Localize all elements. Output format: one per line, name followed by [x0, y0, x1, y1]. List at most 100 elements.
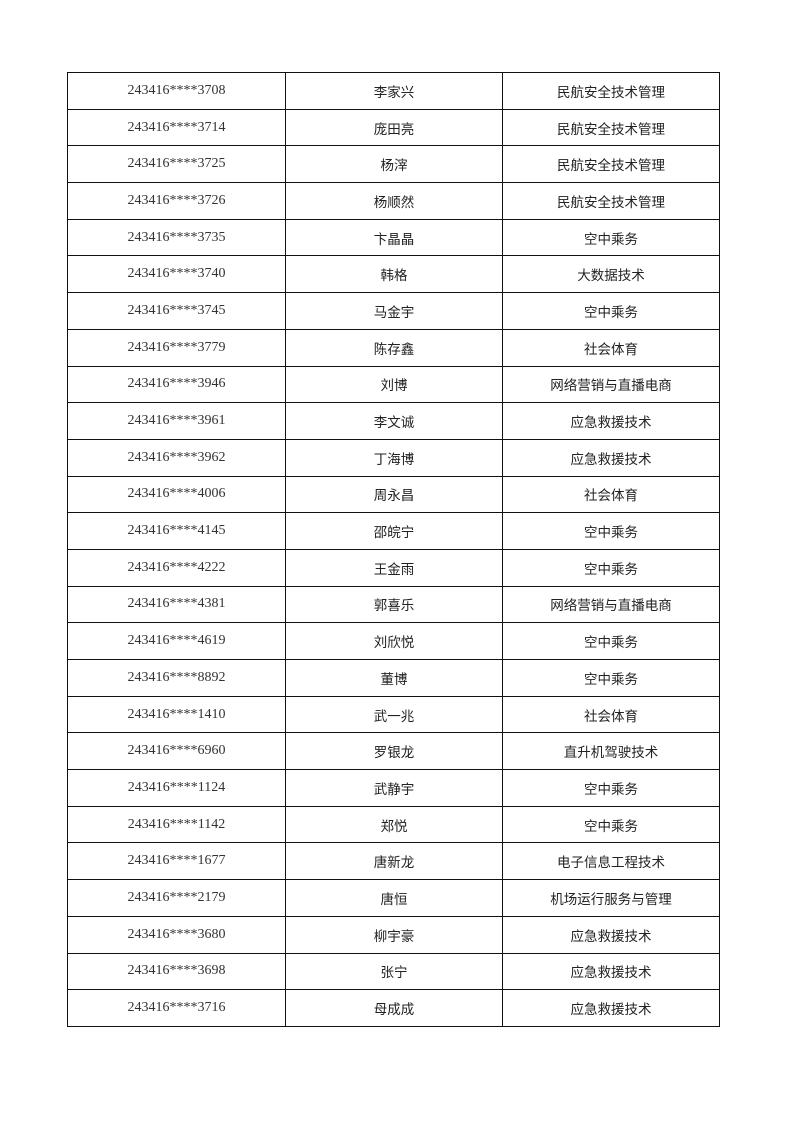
- name-cell: 罗银龙: [285, 732, 503, 771]
- table-row: 243416****1142 郑悦 空中乘务: [67, 805, 720, 844]
- table-row: 243416****4006 周永昌 社会体育: [67, 475, 720, 514]
- major-cell: 应急救援技术: [502, 915, 720, 954]
- id-cell: 243416****3716: [67, 989, 286, 1027]
- major-cell: 空中乘务: [502, 292, 720, 330]
- id-cell: 243416****3714: [67, 108, 286, 147]
- id-cell: 243416****4222: [67, 548, 286, 587]
- name-cell: 陈存鑫: [285, 328, 503, 367]
- name-cell: 丁海博: [285, 438, 503, 477]
- table-row: 243416****3716 母成成 应急救援技术: [67, 989, 720, 1027]
- major-cell: 民航安全技术管理: [502, 145, 720, 184]
- name-cell: 周永昌: [285, 475, 503, 514]
- major-cell: 社会体育: [502, 695, 720, 734]
- student-table: 243416****3708 李家兴 民航安全技术管理 243416****3714 庞…: [67, 72, 720, 1027]
- major-cell: 空中乘务: [502, 218, 720, 257]
- id-cell: 243416****3725: [67, 145, 286, 184]
- name-cell: 董博: [285, 659, 503, 697]
- major-cell: 民航安全技术管理: [502, 108, 720, 147]
- table-row: 243416****3680 柳宇豪 应急救援技术: [67, 915, 720, 954]
- name-cell: 卞晶晶: [285, 218, 503, 257]
- major-cell: 应急救援技术: [502, 989, 720, 1027]
- table-body: 243416****3708 李家兴 民航安全技术管理 243416****3714 庞…: [67, 72, 720, 1027]
- name-cell: 刘欣悦: [285, 622, 503, 660]
- name-cell: 唐新龙: [285, 842, 503, 881]
- major-cell: 大数据技术: [502, 255, 720, 294]
- major-cell: 应急救援技术: [502, 952, 720, 991]
- major-cell: 网络营销与直播电商: [502, 585, 720, 624]
- id-cell: 243416****3735: [67, 218, 286, 257]
- id-cell: 243416****1142: [67, 805, 286, 844]
- table-row: 243416****8892 董博 空中乘务: [67, 659, 720, 697]
- table-row: 243416****3708 李家兴 民航安全技术管理: [67, 72, 720, 110]
- id-cell: 243416****3745: [67, 292, 286, 330]
- name-cell: 张宁: [285, 952, 503, 991]
- major-cell: 社会体育: [502, 328, 720, 367]
- table-row: 243416****3745 马金宇 空中乘务: [67, 292, 720, 330]
- table-row: 243416****1677 唐新龙 电子信息工程技术: [67, 842, 720, 881]
- name-cell: 郑悦: [285, 805, 503, 844]
- table-row: 243416****3961 李文诚 应急救援技术: [67, 402, 720, 440]
- name-cell: 唐恒: [285, 879, 503, 917]
- name-cell: 郭喜乐: [285, 585, 503, 624]
- name-cell: 韩格: [285, 255, 503, 294]
- table-row: 243416****3735 卞晶晶 空中乘务: [67, 218, 720, 257]
- name-cell: 柳宇豪: [285, 915, 503, 954]
- name-cell: 武静宇: [285, 769, 503, 807]
- name-cell: 李家兴: [285, 72, 503, 110]
- name-cell: 邵皖宁: [285, 512, 503, 550]
- id-cell: 243416****1410: [67, 695, 286, 734]
- major-cell: 网络营销与直播电商: [502, 365, 720, 404]
- id-cell: 243416****3946: [67, 365, 286, 404]
- major-cell: 空中乘务: [502, 622, 720, 660]
- table-row: 243416****1124 武静宇 空中乘务: [67, 769, 720, 807]
- id-cell: 243416****3698: [67, 952, 286, 991]
- id-cell: 243416****3680: [67, 915, 286, 954]
- name-cell: 母成成: [285, 989, 503, 1027]
- id-cell: 243416****6960: [67, 732, 286, 771]
- id-cell: 243416****3740: [67, 255, 286, 294]
- major-cell: 应急救援技术: [502, 402, 720, 440]
- table-row: 243416****3714 庞田亮 民航安全技术管理: [67, 108, 720, 147]
- id-cell: 243416****4006: [67, 475, 286, 514]
- id-cell: 243416****3708: [67, 72, 286, 110]
- name-cell: 庞田亮: [285, 108, 503, 147]
- major-cell: 空中乘务: [502, 512, 720, 550]
- major-cell: 电子信息工程技术: [502, 842, 720, 881]
- table-row: 243416****6960 罗银龙 直升机驾驶技术: [67, 732, 720, 771]
- id-cell: 243416****4381: [67, 585, 286, 624]
- name-cell: 王金雨: [285, 548, 503, 587]
- major-cell: 空中乘务: [502, 548, 720, 587]
- table-row: 243416****3779 陈存鑫 社会体育: [67, 328, 720, 367]
- major-cell: 机场运行服务与管理: [502, 879, 720, 917]
- table-row: 243416****3726 杨顺然 民航安全技术管理: [67, 182, 720, 220]
- name-cell: 刘博: [285, 365, 503, 404]
- major-cell: 空中乘务: [502, 769, 720, 807]
- major-cell: 直升机驾驶技术: [502, 732, 720, 771]
- table-row: 243416****4381 郭喜乐 网络营销与直播电商: [67, 585, 720, 624]
- table-row: 243416****3740 韩格 大数据技术: [67, 255, 720, 294]
- table-row: 243416****4222 王金雨 空中乘务: [67, 548, 720, 587]
- major-cell: 空中乘务: [502, 805, 720, 844]
- name-cell: 杨滓: [285, 145, 503, 184]
- id-cell: 243416****1124: [67, 769, 286, 807]
- table-row: 243416****3962 丁海博 应急救援技术: [67, 438, 720, 477]
- id-cell: 243416****8892: [67, 659, 286, 697]
- name-cell: 李文诚: [285, 402, 503, 440]
- id-cell: 243416****3779: [67, 328, 286, 367]
- major-cell: 社会体育: [502, 475, 720, 514]
- table-row: 243416****3698 张宁 应急救援技术: [67, 952, 720, 991]
- table-row: 243416****3725 杨滓 民航安全技术管理: [67, 145, 720, 184]
- table-row: 243416****1410 武一兆 社会体育: [67, 695, 720, 734]
- major-cell: 民航安全技术管理: [502, 72, 720, 110]
- id-cell: 243416****4619: [67, 622, 286, 660]
- major-cell: 空中乘务: [502, 659, 720, 697]
- id-cell: 243416****3962: [67, 438, 286, 477]
- id-cell: 243416****3961: [67, 402, 286, 440]
- table-row: 243416****4619 刘欣悦 空中乘务: [67, 622, 720, 660]
- name-cell: 武一兆: [285, 695, 503, 734]
- id-cell: 243416****3726: [67, 182, 286, 220]
- table-row: 243416****4145 邵皖宁 空中乘务: [67, 512, 720, 550]
- name-cell: 马金宇: [285, 292, 503, 330]
- id-cell: 243416****2179: [67, 879, 286, 917]
- id-cell: 243416****4145: [67, 512, 286, 550]
